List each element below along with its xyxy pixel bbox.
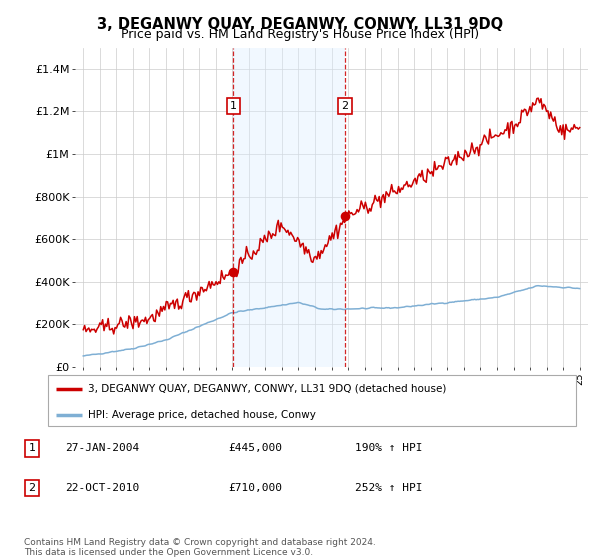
Text: 1: 1 bbox=[230, 101, 237, 111]
Point bbox=[229, 268, 238, 277]
Text: 1: 1 bbox=[28, 444, 35, 454]
Text: 27-JAN-2004: 27-JAN-2004 bbox=[65, 444, 140, 454]
Text: £710,000: £710,000 bbox=[228, 483, 282, 493]
Text: 3, DEGANWY QUAY, DEGANWY, CONWY, LL31 9DQ (detached house): 3, DEGANWY QUAY, DEGANWY, CONWY, LL31 9D… bbox=[88, 384, 446, 394]
Text: 252% ↑ HPI: 252% ↑ HPI bbox=[355, 483, 422, 493]
FancyBboxPatch shape bbox=[48, 375, 576, 426]
Text: 22-OCT-2010: 22-OCT-2010 bbox=[65, 483, 140, 493]
Text: 3, DEGANWY QUAY, DEGANWY, CONWY, LL31 9DQ: 3, DEGANWY QUAY, DEGANWY, CONWY, LL31 9D… bbox=[97, 17, 503, 32]
Text: Contains HM Land Registry data © Crown copyright and database right 2024.
This d: Contains HM Land Registry data © Crown c… bbox=[24, 538, 376, 557]
Text: 190% ↑ HPI: 190% ↑ HPI bbox=[355, 444, 422, 454]
Text: 2: 2 bbox=[341, 101, 349, 111]
Bar bbox=[233, 48, 345, 367]
Text: £445,000: £445,000 bbox=[228, 444, 282, 454]
Text: Price paid vs. HM Land Registry's House Price Index (HPI): Price paid vs. HM Land Registry's House … bbox=[121, 28, 479, 41]
Point bbox=[340, 211, 350, 220]
Text: 2: 2 bbox=[28, 483, 35, 493]
Text: HPI: Average price, detached house, Conwy: HPI: Average price, detached house, Conw… bbox=[88, 409, 316, 419]
